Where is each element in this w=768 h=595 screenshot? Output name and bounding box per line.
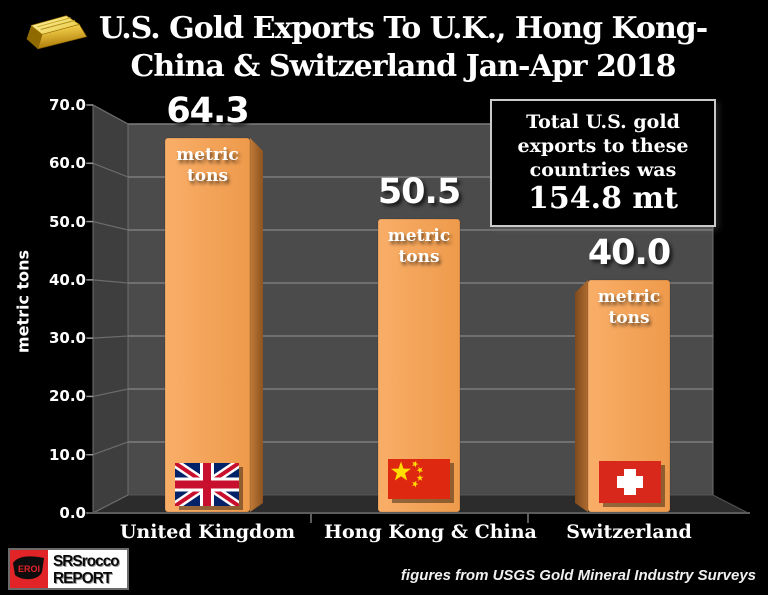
y-tick-label: 10.0 (48, 445, 86, 464)
left-wall (92, 104, 129, 514)
gridlines-left-wall (92, 104, 129, 514)
bar-unit-label: metric tons (597, 287, 661, 328)
source-caption: figures from USGS Gold Mineral Industry … (400, 567, 756, 584)
y-tick-label: 50.0 (48, 212, 86, 231)
uk-flag-icon (175, 463, 243, 510)
chart-title-line1: U.S. Gold Exports To U.K., Hong Kong- (98, 11, 708, 46)
switzerland-flag-icon (599, 461, 665, 507)
eroi-badge-text: EROI (18, 564, 40, 574)
total-box-line2: exports to these (517, 135, 689, 157)
y-tick-label: 70.0 (48, 96, 86, 114)
chart-title-line2: China & Switzerland Jan-Apr 2018 (130, 49, 677, 84)
y-tick-label: 60.0 (48, 154, 86, 173)
y-axis-title: metric tons (13, 249, 33, 354)
bar-unit-label: metric tons (387, 226, 451, 267)
eroi-badge: EROI (10, 550, 48, 588)
y-axis-ticks (86, 104, 93, 514)
category-label: United Kingdom (119, 521, 296, 543)
bar-value-label: 64.3 (166, 91, 249, 131)
logo-report-text: REPORT (53, 569, 112, 587)
total-annotation-box: Total U.S. gold exports to these countri… (490, 99, 716, 227)
srsrocco-report-logo: EROI SRSrocco REPORT (8, 548, 130, 590)
bar-united-kingdom (164, 137, 263, 513)
bar-unit-label: metric tons (176, 145, 239, 186)
total-box-value: 154.8 mt (528, 181, 678, 216)
y-tick-label: 20.0 (48, 387, 86, 406)
category-label: Hong Kong & China (324, 521, 537, 543)
usa-map-icon: EROI (13, 556, 44, 580)
bars-group (164, 137, 671, 513)
bar-value-label: 50.5 (377, 172, 461, 212)
logo-srsrocco-text: SRSrocco (53, 552, 120, 570)
bar-value-label: 40.0 (587, 233, 671, 273)
y-tick-label: 40.0 (48, 270, 86, 289)
total-box-line3: countries was (529, 159, 677, 181)
total-box-line1: Total U.S. gold (526, 111, 680, 133)
category-label: Switzerland (566, 521, 692, 543)
china-flag-icon (388, 459, 454, 503)
y-tick-label: 30.0 (48, 329, 86, 348)
y-tick-label: 0.0 (59, 504, 86, 522)
gold-bar-icon (26, 15, 88, 50)
bar-switzerland (575, 279, 671, 513)
